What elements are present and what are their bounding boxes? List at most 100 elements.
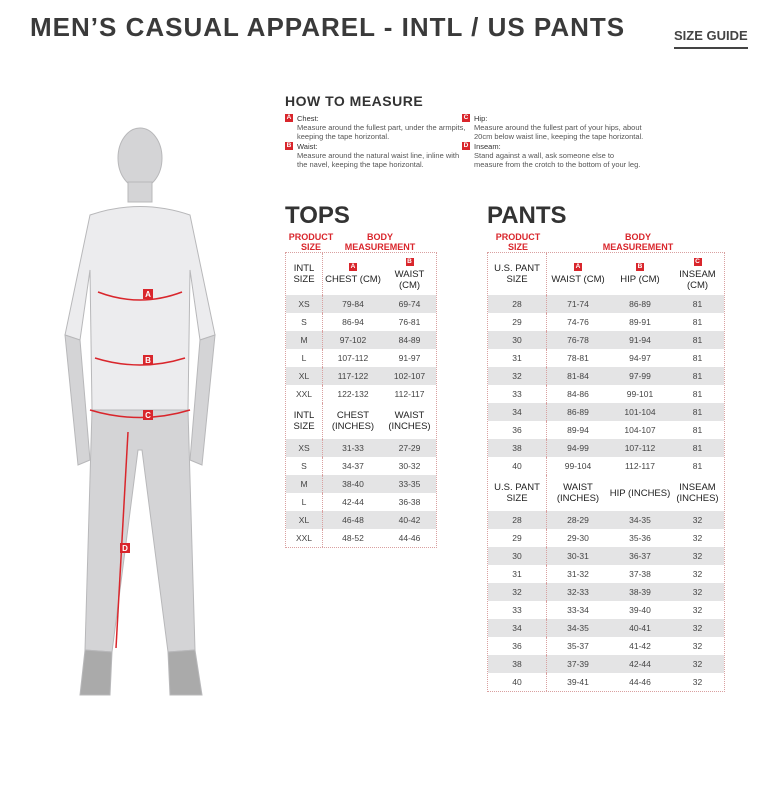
table-cell: 89-94 (567, 425, 589, 435)
how-to-measure-title: HOW TO MEASURE (285, 93, 424, 109)
table-cell: 84-86 (567, 389, 589, 399)
table-cell: 39-41 (567, 677, 589, 687)
table-cell: 31 (488, 565, 547, 583)
table-row: 30 30-31 36-37 32 (488, 547, 724, 565)
table-row: M 97-102 84-89 (286, 331, 436, 349)
table-cell: 69-74 (398, 299, 421, 309)
table-cell: 38 (488, 655, 547, 673)
table-cell: 35-36 (629, 533, 651, 543)
badge-icon: A (574, 263, 582, 271)
column-header: A CHEST (CM) (325, 263, 381, 285)
page-title: MEN’S CASUAL APPAREL - INTL / US PANTS (30, 12, 626, 42)
table-cell: 31 (488, 349, 547, 367)
table-row: 30 76-78 91-94 81 (488, 331, 724, 349)
table-cell: 36 (488, 421, 547, 439)
table-cell: 81 (692, 299, 703, 309)
table-row: S 34-37 30-32 (286, 457, 436, 475)
table-cell: 97-102 (339, 335, 367, 345)
size-guide-label: SIZE GUIDE (674, 28, 748, 49)
svg-text:A: A (145, 290, 151, 299)
table-cell: S (286, 457, 323, 475)
table-cell: 30 (488, 547, 547, 565)
table-cell: 32 (692, 569, 703, 579)
table-cell: 32 (692, 659, 703, 669)
table-cell: 30-32 (398, 461, 421, 471)
table-row: 28 28-29 34-35 32 (488, 511, 724, 529)
table-cell: 29 (488, 529, 547, 547)
table-cell: M (286, 331, 323, 349)
table-cell: 81 (692, 389, 703, 399)
table-cell: 91-94 (629, 335, 651, 345)
table-row: 36 35-37 41-42 32 (488, 637, 724, 655)
table-header-row: INTL SIZE CHEST (INCHES) WAIST (INCHES) (286, 403, 436, 439)
column-header: HIP (INCHES) (609, 487, 671, 499)
table-row: 29 29-30 35-36 32 (488, 529, 724, 547)
table-cell: 31-33 (342, 443, 364, 453)
table-header-row: U.S. PANT SIZE WAIST (INCHES) HIP (INCHES)… (488, 475, 724, 511)
table-cell: 31-32 (567, 569, 589, 579)
pants-product-size-label: PRODUCT SIZE (495, 232, 541, 252)
table-cell: 89-91 (629, 317, 651, 327)
measure-note-text: Measure around the fullest part of your … (474, 123, 644, 141)
table-cell: XL (286, 367, 323, 385)
table-row: S 86-94 76-81 (286, 313, 436, 331)
table-cell: 84-89 (398, 335, 421, 345)
table-cell: 33-35 (398, 479, 421, 489)
table-cell: 107-112 (337, 353, 369, 363)
table-cell: 78-81 (567, 353, 589, 363)
table-row: 31 31-32 37-38 32 (488, 565, 724, 583)
table-cell: 99-104 (564, 461, 592, 471)
table-row: 31 78-81 94-97 81 (488, 349, 724, 367)
table-cell: 40 (488, 457, 547, 475)
table-row: 34 86-89 101-104 81 (488, 403, 724, 421)
table-row: 40 99-104 112-117 81 (488, 457, 724, 475)
measure-notes-right: C Hip: Measure around the fullest part of … (462, 114, 644, 169)
table-row: 34 34-35 40-41 32 (488, 619, 724, 637)
table-cell: 46-48 (342, 515, 364, 525)
measure-note: C Hip: Measure around the fullest part of … (462, 114, 644, 141)
table-row: XXL 48-52 44-46 (286, 529, 436, 547)
measure-note-label: Chest: (297, 114, 319, 123)
table-cell: 44-46 (629, 677, 651, 687)
table-cell: 32 (488, 367, 547, 385)
column-header: C INSEAM (CM) (679, 257, 716, 291)
tops-size-table: INTL SIZE A CHEST (CM) B WAIST (CM) XS 79-84 69… (285, 252, 437, 548)
table-cell: 32 (692, 677, 703, 687)
column-header: WAIST (INCHES) (556, 482, 600, 504)
measure-note: A Chest: Measure around the fullest part, … (285, 114, 467, 141)
table-cell: 34-37 (342, 461, 364, 471)
table-row: 33 33-34 39-40 32 (488, 601, 724, 619)
body-figure: A B C D (64, 127, 216, 696)
table-cell: 81 (692, 461, 703, 471)
table-cell: 32 (692, 533, 703, 543)
table-cell: 40-41 (629, 623, 651, 633)
svg-text:C: C (145, 411, 151, 420)
table-cell: 122-132 (337, 389, 369, 399)
badge-icon: B (636, 263, 644, 271)
table-cell: XXL (286, 529, 323, 547)
table-cell: 94-97 (629, 353, 651, 363)
column-header: U.S. PANT SIZE (488, 475, 547, 511)
column-header: U.S. PANT SIZE (488, 253, 547, 295)
table-cell: 35-37 (567, 641, 589, 651)
table-row: L 42-44 36-38 (286, 493, 436, 511)
table-cell: 36-38 (398, 497, 421, 507)
table-header-row: U.S. PANT SIZE A WAIST (CM) B HIP (CM) C INSEA… (488, 253, 724, 295)
marker-d: D (120, 543, 130, 553)
table-cell: 38 (488, 439, 547, 457)
table-cell: 36-37 (629, 551, 651, 561)
table-cell: XS (286, 295, 323, 313)
pants-size-table: U.S. PANT SIZE A WAIST (CM) B HIP (CM) C INSEA… (487, 252, 725, 692)
table-cell: 86-89 (629, 299, 651, 309)
measure-note-label: Inseam: (474, 142, 501, 151)
table-cell: 107-112 (624, 443, 656, 453)
table-cell: 99-101 (626, 389, 654, 399)
table-row: XS 79-84 69-74 (286, 295, 436, 313)
measure-note-label: Waist: (297, 142, 318, 151)
measure-note-label: Hip: (474, 114, 488, 123)
column-header: A WAIST (CM) (551, 263, 605, 285)
table-cell: 79-84 (342, 299, 364, 309)
table-cell: 32 (692, 605, 703, 615)
table-cell: 29 (488, 313, 547, 331)
table-cell: 42-44 (342, 497, 364, 507)
